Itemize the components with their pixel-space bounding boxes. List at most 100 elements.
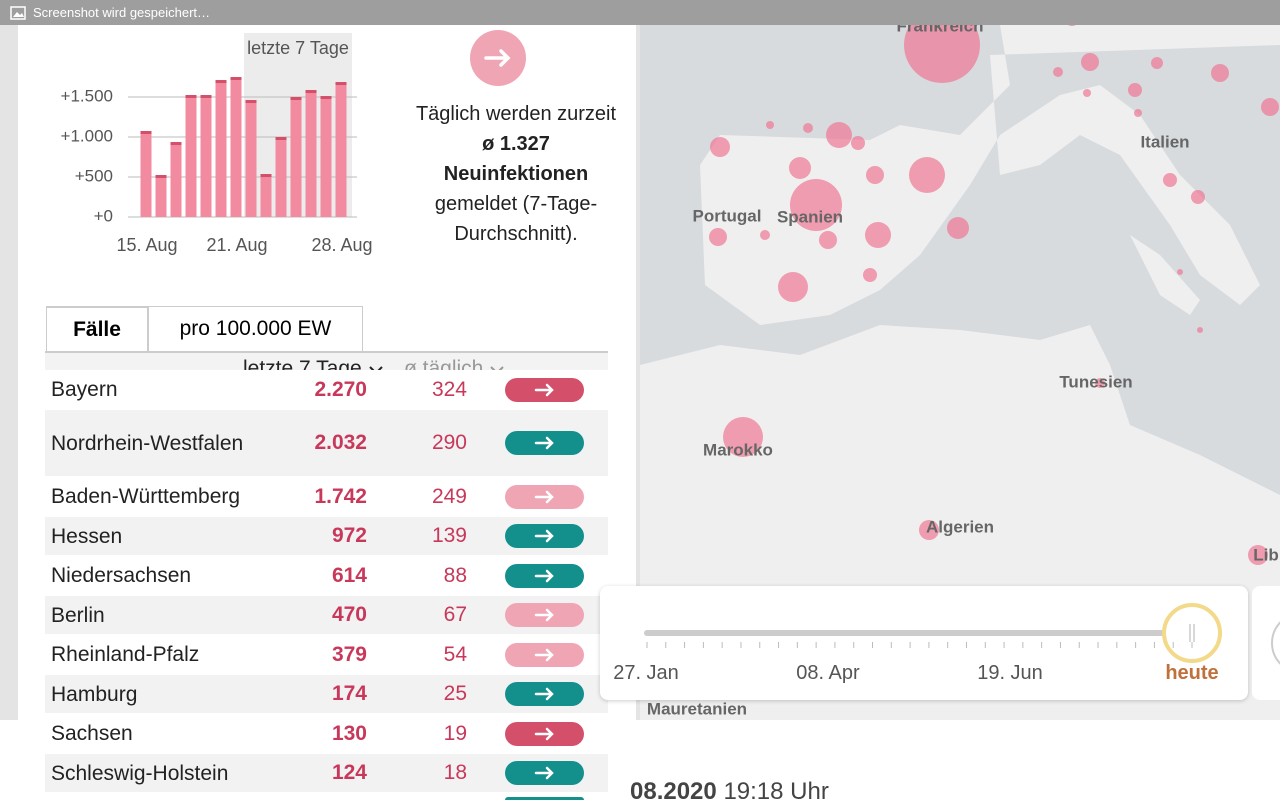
trend-pill [505,563,584,588]
table-row: Rheinland-Pfalz 379 54 [45,635,608,674]
slider-knob[interactable] [1162,603,1222,663]
map-label: Tunesien [1059,372,1132,391]
bar-chart: letzte 7 Tage +0 +500 +1.000 +1.500 15. Aug 2… [61,33,373,255]
cases-daily: 139 [431,524,467,547]
timeline-label: heute [1165,662,1219,684]
map-label: Frankreich [897,25,984,35]
x-tick-label: 15. Aug [116,235,177,255]
table-row: Baden-Württemberg 1.742 249 [45,477,608,516]
summary-line: Neuinfektionen [443,163,589,185]
bar [290,97,302,217]
bar-cap [305,90,317,94]
state-name: Hessen [51,524,123,548]
cases-daily: 249 [431,484,467,508]
cases-7-days: 2.270 [314,377,367,401]
cases-7-days: 124 [331,761,367,784]
bar [320,96,332,217]
bar [140,131,152,217]
bar-cap [290,97,302,100]
map-circles [709,25,1279,565]
state-name: Rheinland-Pfalz [51,643,200,666]
trend-pill [505,603,584,627]
trend-pill [505,431,584,455]
timeline-label: 08. Apr [796,662,860,684]
tab[interactable]: pro 100.000 EW [148,306,363,352]
timeline: 27. Jan 08. Apr 19. Jun heute [600,586,1248,700]
state-name: Schleswig-Holstein [51,761,229,785]
cases-7-days: 130 [331,721,367,745]
bar-cap [260,174,272,178]
map-label: Lib [1253,545,1279,564]
map-label: Marokko [703,440,773,459]
state-name: Bayern [51,378,118,401]
table-row: Berlin 470 67 [45,596,608,634]
state-name: Sachsen [51,722,133,745]
play-card [1252,586,1280,700]
cases-daily: 25 [443,682,467,705]
cases-7-days: 379 [331,642,367,666]
timeline-track [644,603,1222,663]
bar-cap [215,80,227,84]
tab[interactable]: Fälle [46,306,148,352]
trend-pill [505,721,584,746]
bar [185,95,197,217]
summary-value: ø 1.327 [482,133,550,155]
highlight-label: letzte 7 Tage [247,38,349,58]
table-row: Niedersachsen 614 88 [45,556,608,595]
bar-cap [230,77,242,80]
bar-cap [335,82,347,86]
divider [45,351,608,353]
bar-cap [320,96,332,100]
x-tick-label: 28. Aug [311,235,372,255]
footer-date: 08.2020 [630,778,717,800]
x-tick-label: 21. Aug [206,235,267,255]
table-row: Hamburg 174 25 [45,675,608,713]
bar-cap [155,175,167,178]
table-row: Bayern 2.270 324 [45,370,608,409]
bar-cap [245,100,257,104]
side-panel: letzte 7 Tage +0 +500 +1.000 +1.500 15. Aug 2… [18,25,636,800]
trend-pill [505,377,584,402]
map-label: Algerien [926,517,994,536]
footer: 08.2020 19:18 Uhr [630,778,829,800]
y-tick-label: +1.000 [61,126,113,145]
map-label: Portugal [693,206,762,225]
cases-daily: 88 [443,563,467,587]
cases-daily: 54 [443,642,467,666]
y-tick-label: +1.500 [61,86,113,105]
bar [275,137,287,217]
status-text: Screenshot wird gespeichert… [33,5,211,20]
bar-cap [185,95,197,98]
trend-pill [505,524,584,548]
bar [170,142,182,217]
cases-daily: 18 [443,761,467,784]
bar [200,95,212,217]
trend-icon [470,30,526,86]
cases-7-days: 2.032 [314,431,367,454]
bar-cap [275,137,287,140]
trend-pill [505,484,584,509]
cases-7-days: 614 [331,563,367,587]
cases-7-days: 470 [331,603,367,626]
bar [335,82,347,217]
bar-cap [170,142,182,146]
bar [260,174,272,217]
bar [305,90,317,217]
timeline-label: 19. Jun [977,662,1043,684]
summary-line: Durchschnitt). [454,223,578,245]
table-row: Hessen 972 139 [45,517,608,555]
y-tick-label: +500 [75,166,113,185]
state-name: Baden-Württemberg [51,485,241,508]
cases-7-days: 972 [331,524,367,547]
state-name: Hamburg [51,682,138,706]
bar [230,77,242,217]
bar-cap [200,95,212,98]
trend-pill [505,761,584,785]
image-icon [10,6,26,20]
bar [155,175,167,217]
timeline-label: 27. Jan [613,662,679,684]
state-name: Niedersachsen [51,564,192,587]
state-name: Nordrhein-Westfalen [51,431,244,455]
